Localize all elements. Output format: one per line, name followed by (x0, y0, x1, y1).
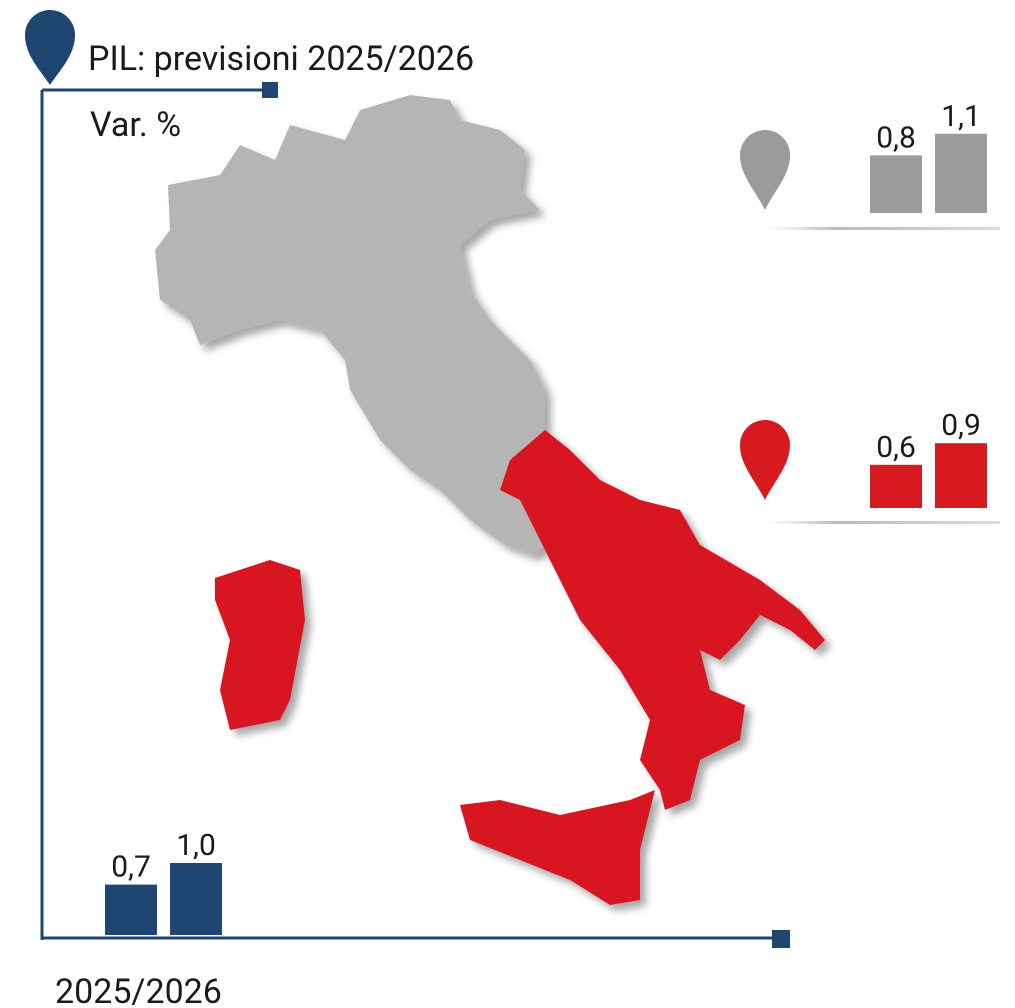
title: PIL: previsioni 2025/2026 (88, 39, 474, 79)
bar (105, 884, 157, 935)
map (155, 95, 825, 905)
footer: 2025/2026 (55, 972, 222, 1008)
subtitle: Var. % (90, 105, 181, 145)
frame-end (772, 930, 790, 948)
value-label: 0,9 (941, 408, 981, 443)
bar (935, 133, 987, 213)
frame (40, 88, 780, 940)
baseline (765, 227, 1000, 230)
pin (740, 420, 790, 500)
bar (935, 443, 987, 508)
bar (870, 464, 922, 508)
frame-end (262, 82, 278, 98)
south (500, 430, 825, 810)
value-label: 0,8 (876, 120, 916, 155)
value-label: 1,1 (941, 99, 981, 134)
pin (740, 130, 790, 210)
sardinia (215, 560, 305, 730)
bar (870, 155, 922, 213)
pin (25, 10, 75, 85)
value-label: 0,7 (111, 850, 151, 885)
bar (170, 863, 222, 935)
sicily (460, 790, 655, 905)
value-label: 0,6 (876, 430, 916, 465)
baseline (765, 521, 1000, 524)
value-label: 1,0 (176, 828, 216, 863)
north-centre (155, 95, 550, 555)
